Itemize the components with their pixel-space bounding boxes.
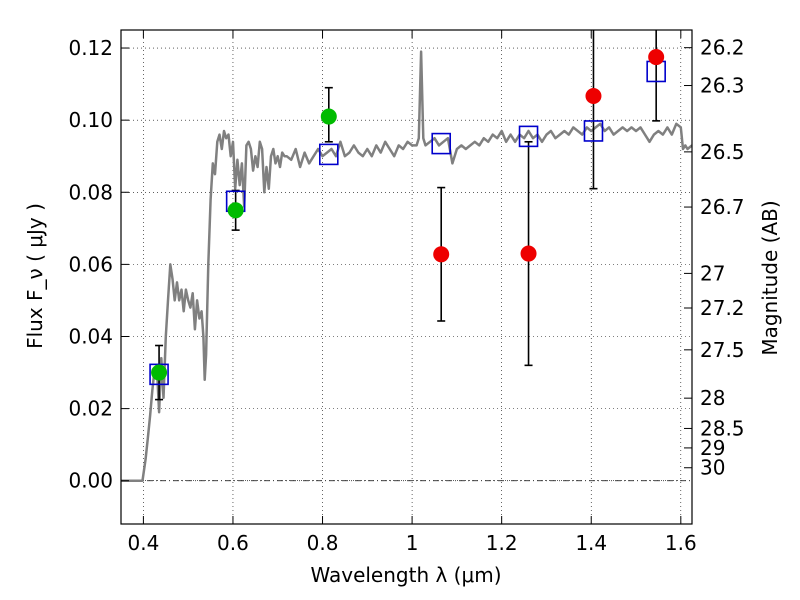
- model-band-square: [431, 132, 452, 155]
- observed-flux-point: [520, 245, 537, 262]
- model-band-square: [518, 125, 539, 148]
- magnitude-tick-label: 26.5: [700, 140, 745, 164]
- y-tick-label: 0.12: [68, 36, 113, 60]
- tick-labels: 0.4 0.6 0.8 1 1.2 1.4 1.6 0.00 0.02 0.04 0.06 0.08 0…: [68, 36, 744, 555]
- y-tick-label: 0.06: [68, 252, 113, 276]
- x-tick-label: 1.2: [486, 531, 518, 555]
- x-tick-label: 0.4: [127, 531, 159, 555]
- y-tick-label: 0.10: [68, 108, 113, 132]
- model-band-square: [149, 363, 169, 386]
- observed-flux-point: [433, 246, 450, 263]
- x-tick-label: 0.6: [217, 531, 249, 555]
- x-tick-label: 1.6: [665, 531, 697, 555]
- y-tick-label: 0.00: [68, 469, 113, 493]
- y-tick-label: 0.04: [68, 324, 113, 348]
- magnitude-tick-label: 27.5: [700, 338, 745, 362]
- magnitude-tick-label: 30: [700, 456, 725, 480]
- grid-lines: [121, 30, 692, 524]
- observed-flux-point: [320, 108, 337, 125]
- observed-flux-point: [151, 364, 168, 381]
- observed-fluxes: [151, 49, 665, 381]
- magnitude-tick-label: 29: [700, 436, 725, 460]
- model-band-fluxes: [149, 60, 666, 386]
- y2-axis-title: Magnitude (AB): [758, 200, 782, 355]
- model-band-square: [318, 143, 339, 166]
- magnitude-tick-label: 28: [700, 386, 725, 410]
- y-tick-label: 0.08: [68, 180, 113, 204]
- x-tick-label: 0.8: [307, 531, 339, 555]
- observed-flux-point: [585, 87, 602, 104]
- plot-border: [120, 29, 693, 525]
- axis-ticks: [121, 30, 692, 524]
- error-bar: [652, 30, 661, 122]
- magnitude-tick-label: 27: [700, 261, 725, 285]
- plot-frame: [120, 29, 693, 525]
- model-band-square: [583, 120, 604, 142]
- magnitude-tick-label: 26.3: [700, 74, 745, 98]
- x-axis-title: Wavelength λ (μm): [310, 563, 501, 587]
- observed-flux-point: [227, 202, 244, 219]
- model-sed-series: [121, 50, 692, 482]
- magnitude-tick-label: 26.7: [700, 195, 745, 219]
- error-bar: [589, 30, 598, 190]
- magnitude-tick-label: 26.2: [700, 36, 745, 60]
- x-tick-label: 1.4: [575, 531, 607, 555]
- y-tick-label: 0.02: [68, 397, 113, 421]
- magnitude-tick-label: 27.2: [700, 296, 745, 320]
- x-tick-label: 1: [406, 531, 419, 555]
- magnitude-tick-label: 28.5: [700, 416, 745, 440]
- model-sed-line: [121, 50, 692, 482]
- observed-flux-point: [648, 49, 665, 66]
- y-axis-title: Flux F_ν ( μJy ): [23, 203, 47, 349]
